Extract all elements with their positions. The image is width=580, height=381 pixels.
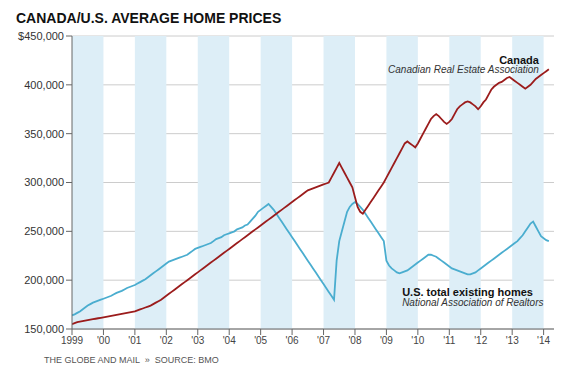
svg-text:'03: '03: [191, 335, 204, 346]
svg-text:'09: '09: [380, 335, 393, 346]
svg-text:'07: '07: [317, 335, 330, 346]
svg-text:'02: '02: [160, 335, 173, 346]
svg-text:'11: '11: [443, 335, 456, 346]
svg-text:'06: '06: [286, 335, 299, 346]
svg-text:'10: '10: [411, 335, 424, 346]
svg-text:'14: '14: [537, 335, 550, 346]
svg-text:National Association of Realto: National Association of Realtors: [402, 297, 543, 308]
html-text:CANADA/U.S. AVERAGE HOME PRICE: CANADA/U.S. AVERAGE HOME PRICES: [16, 10, 282, 26]
svg-text:250,000: 250,000: [24, 225, 64, 237]
svg-text:400,000: 400,000: [24, 79, 64, 91]
html-text:THE GLOBE AND MAIL » SOURCE: B: THE GLOBE AND MAIL » SOURCE: BMO: [44, 355, 219, 365]
svg-text:Canadian Real Estate Associati: Canadian Real Estate Association: [388, 64, 539, 75]
svg-text:'05: '05: [254, 335, 267, 346]
svg-text:'12: '12: [474, 335, 487, 346]
svg-text:'00: '00: [97, 335, 110, 346]
svg-text:'13: '13: [506, 335, 519, 346]
svg-text:$450,000: $450,000: [18, 30, 64, 42]
svg-text:Canada: Canada: [499, 53, 539, 66]
svg-text:200,000: 200,000: [24, 274, 64, 286]
svg-text:U.S. total existing homes: U.S. total existing homes: [402, 286, 533, 298]
svg-text:'08: '08: [348, 335, 361, 346]
svg-text:1999: 1999: [61, 335, 84, 346]
svg-text:'01: '01: [128, 335, 141, 346]
svg-text:150,000: 150,000: [24, 323, 64, 335]
svg-text:'04: '04: [223, 335, 236, 346]
svg-text:350,000: 350,000: [24, 128, 64, 140]
svg-text:300,000: 300,000: [24, 176, 64, 188]
